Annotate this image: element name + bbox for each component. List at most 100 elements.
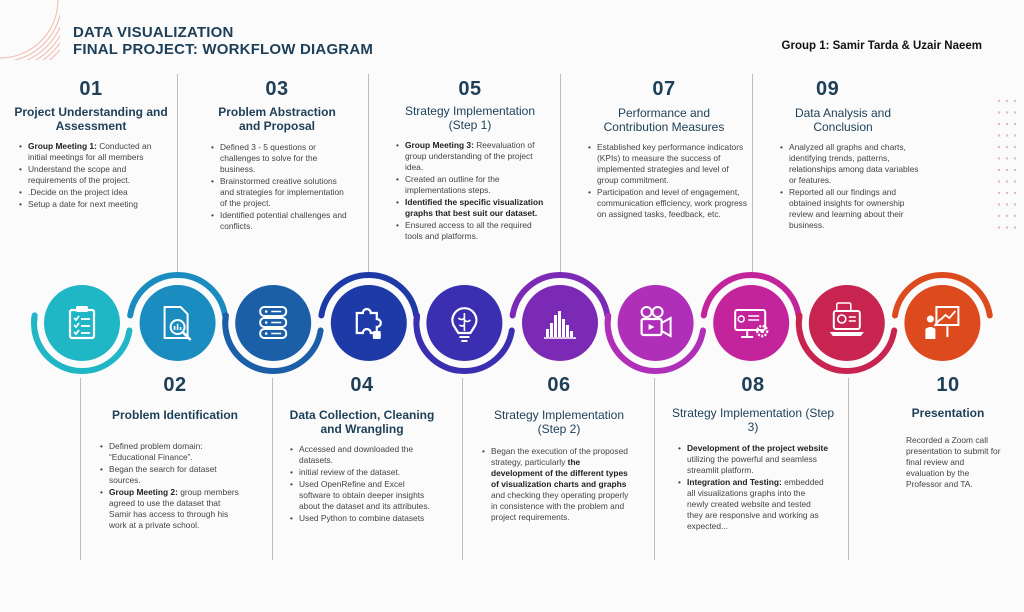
step-details: Development of the project website utili…	[678, 443, 828, 532]
list-item: Group Meeting 1: Conducted an initial me…	[19, 141, 169, 163]
step-heading: Problem Abstraction and Proposal	[218, 105, 336, 133]
timeline-node	[904, 285, 981, 361]
step-heading: Performance and Contribution Measures	[603, 106, 725, 134]
list-item: Group Meeting 3: Reevaluation of group u…	[396, 140, 551, 173]
step-icon-circle	[139, 285, 216, 361]
step-08: 08 Strategy Implementation (Step 3) Deve…	[666, 374, 840, 533]
list-item: Development of the project website utili…	[678, 443, 828, 476]
divider-line	[177, 74, 178, 274]
step-heading: Project Understanding and Assessment	[14, 105, 168, 133]
list-item: Used Python to combine datasets	[290, 513, 432, 524]
puzzle-piece-icon	[355, 307, 382, 339]
step-03: 03 Problem Abstraction and Proposal Defi…	[192, 78, 362, 233]
brain-lightbulb-icon	[451, 307, 478, 342]
list-item: Participation and level of engagement, c…	[588, 187, 748, 220]
step-number: 06	[547, 374, 571, 396]
timeline-node	[235, 285, 312, 361]
clipboard-checklist-icon	[68, 306, 96, 340]
step-10: 10 Presentation Recorded a Zoom call pre…	[878, 374, 1018, 491]
list-item: Began the execution of the proposed stra…	[482, 446, 634, 523]
step-heading: Problem Identification	[111, 408, 238, 422]
step-details: Established key performance indicators (…	[588, 142, 748, 220]
step-heading: Strategy Implementation (Step 1)	[404, 104, 536, 132]
timeline-node	[713, 285, 790, 361]
document-magnifier-icon	[163, 306, 192, 341]
step-icon-circle	[617, 285, 694, 361]
list-item: Analyzed all graphs and charts, identify…	[780, 142, 928, 186]
step-details: Accessed and downloaded the datasets. in…	[290, 444, 432, 524]
step-02: 02 Problem Identification Defined proble…	[90, 374, 260, 532]
divider-line	[654, 378, 655, 560]
decorative-dots	[997, 99, 1017, 229]
title-line-2: FINAL PROJECT: WORKFLOW DIAGRAM	[73, 41, 374, 58]
divider-line	[752, 74, 753, 274]
list-item: Began the search for dataset sources.	[100, 464, 244, 486]
step-details: Defined 3 - 5 questions or challenges to…	[211, 142, 353, 232]
step-number: 09	[816, 78, 840, 100]
step-details: Defined problem domain: “Educational Fin…	[100, 441, 244, 531]
step-icon-circle	[904, 285, 981, 361]
list-item: Identified potential challenges and conf…	[211, 210, 353, 232]
monitor-gear-icon	[734, 309, 769, 338]
list-item: Brainstormed creative solutions and stra…	[211, 176, 353, 209]
database-icon	[259, 306, 288, 339]
divider-line	[80, 378, 81, 560]
step-heading: Presentation	[911, 406, 985, 420]
title-line-1: DATA VISUALIZATION	[73, 24, 234, 41]
list-item: Used OpenRefine and Excel software to ob…	[290, 479, 432, 512]
list-item: Identified the specific visualization gr…	[396, 197, 551, 219]
step-icon-circle	[330, 285, 407, 361]
step-icon-circle	[44, 285, 120, 361]
divider-line	[560, 74, 561, 274]
step-01: 01 Project Understanding and Assessment …	[5, 78, 177, 211]
list-item: Understand the scope and requirements of…	[19, 164, 169, 186]
step-heading: Data Analysis and Conclusion	[794, 106, 892, 134]
list-item: Established key performance indicators (…	[588, 142, 748, 186]
step-number: 08	[741, 374, 765, 396]
group-members: Group 1: Samir Tarda & Uzair Naeem	[781, 40, 982, 52]
step-icon-circle	[808, 285, 885, 361]
laptop-analysis-icon	[829, 302, 864, 336]
timeline-node	[426, 285, 503, 361]
timeline-node	[44, 285, 120, 361]
step-number: 05	[458, 78, 482, 100]
step-09: 09 Data Analysis and Conclusion Analyzed…	[762, 78, 932, 232]
step-icon-circle	[713, 285, 790, 361]
step-details: Began the execution of the proposed stra…	[482, 446, 634, 523]
list-item: initial review of the dataset.	[290, 467, 432, 478]
video-camera-icon	[640, 306, 672, 338]
step-06: 06 Strategy Implementation (Step 2) Bega…	[474, 374, 644, 524]
step-05: 05 Strategy Implementation (Step 1) Grou…	[384, 78, 556, 243]
list-item: Setup a date for next meeting	[19, 199, 169, 210]
step-number: 03	[265, 78, 289, 100]
page-title: DATA VISUALIZATION FINAL PROJECT: WORKFL…	[73, 24, 373, 58]
divider-line	[848, 378, 849, 560]
step-number: 02	[163, 374, 187, 396]
timeline-node	[617, 285, 694, 361]
step-04: 04 Data Collection, Cleaning and Wrangli…	[280, 374, 444, 525]
step-details: Analyzed all graphs and charts, identify…	[780, 142, 928, 231]
list-item: Created an outline for the implementatio…	[396, 174, 551, 196]
step-details: Group Meeting 1: Conducted an initial me…	[19, 141, 169, 210]
timeline-node	[330, 285, 407, 361]
list-item: Defined problem domain: “Educational Fin…	[100, 441, 244, 463]
list-item: Group Meeting 2: group members agreed to…	[100, 487, 244, 531]
timeline-node	[522, 285, 598, 361]
presenter-board-icon	[925, 306, 960, 339]
divider-line	[368, 74, 369, 274]
timeline-node	[139, 285, 216, 361]
step-07: 07 Performance and Contribution Measures…	[578, 78, 750, 221]
bar-histogram-icon	[544, 311, 576, 339]
list-item: Accessed and downloaded the datasets.	[290, 444, 432, 466]
step-number: 10	[936, 374, 960, 396]
list-item: .Decide on the project idea	[19, 187, 169, 198]
step-number: 04	[350, 374, 374, 396]
list-item: Recorded a Zoom call presentation to sub…	[906, 434, 1001, 489]
list-item: Reported all our findings and obtained i…	[780, 187, 928, 231]
step-number: 07	[652, 78, 676, 100]
step-heading: Data Collection, Cleaning and Wrangling	[289, 408, 435, 436]
list-item: Integration and Testing: embedded all vi…	[678, 477, 828, 532]
step-details: Group Meeting 3: Reevaluation of group u…	[396, 140, 551, 242]
timeline-node	[808, 285, 885, 361]
